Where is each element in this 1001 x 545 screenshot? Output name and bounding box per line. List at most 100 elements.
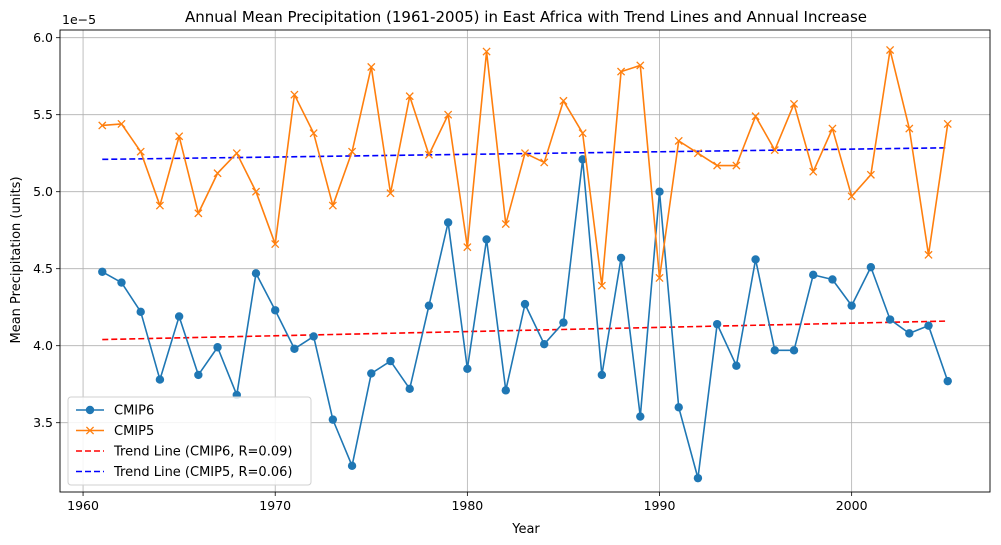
- data-point: [251, 269, 261, 278]
- data-point: [213, 343, 222, 352]
- data-point: [636, 412, 645, 421]
- data-point: [290, 344, 299, 353]
- data-point: [751, 112, 760, 121]
- data-point-stroke: [905, 124, 914, 133]
- chart-title: Annual Mean Precipitation (1961-2005) in…: [185, 8, 867, 26]
- data-point-stroke: [770, 146, 779, 155]
- x-tick-label: 2000: [836, 498, 868, 513]
- data-point: [789, 346, 799, 355]
- data-point-stroke: [617, 67, 626, 76]
- data-point-stroke: [213, 169, 222, 178]
- data-point: [463, 243, 472, 252]
- data-point: [674, 136, 683, 145]
- data-point-stroke: [136, 147, 145, 156]
- data-point: [943, 119, 952, 128]
- plot-frame: [59, 29, 991, 493]
- y-offset-label: 1e−5: [62, 12, 96, 27]
- data-point: [443, 218, 453, 227]
- data-point: [597, 370, 607, 380]
- legend-label: Trend Line (CMIP5, R=0.06): [113, 465, 292, 480]
- data-point: [578, 155, 587, 164]
- data-point: [770, 346, 779, 355]
- data-point: [885, 315, 895, 324]
- y-tick-label: 5.5: [33, 107, 53, 122]
- data-point: [559, 318, 568, 327]
- data-point: [194, 370, 203, 380]
- data-point-stroke: [290, 90, 299, 99]
- y-tick-label: 4.5: [33, 261, 53, 276]
- data-point-stroke: [674, 136, 683, 145]
- data-point: [540, 339, 549, 349]
- data-point: [367, 62, 376, 72]
- data-point: [732, 161, 741, 170]
- data-point: [405, 384, 414, 394]
- data-point: [789, 99, 799, 108]
- data-point: [117, 119, 126, 128]
- data-point-stroke: [713, 161, 722, 170]
- data-point: [809, 270, 818, 280]
- data-point-stroke: [271, 240, 280, 249]
- data-point: [540, 158, 549, 167]
- data-point: [693, 149, 702, 158]
- data-point: [847, 301, 856, 310]
- legend: CMIP6 CMIP5 Trend Line (CMIP6, R=0.09) Tren…: [67, 396, 312, 486]
- data-point: [117, 278, 126, 287]
- data-point-stroke: [424, 150, 433, 159]
- data-point: [309, 129, 318, 138]
- data-point-stroke: [655, 273, 664, 282]
- data-point-stroke: [540, 158, 549, 167]
- data-point: [328, 201, 337, 210]
- data-point: [520, 149, 530, 158]
- data-point: [597, 281, 606, 290]
- data-point: [213, 169, 222, 178]
- data-point: [424, 150, 433, 159]
- data-point: [616, 253, 626, 263]
- data-point-stroke: [463, 243, 472, 252]
- data-point-stroke: [520, 149, 530, 158]
- legend-box: [67, 396, 312, 486]
- data-point-stroke: [194, 209, 203, 218]
- data-point: [463, 364, 472, 373]
- data-point: [444, 110, 453, 119]
- data-point: [732, 361, 741, 370]
- data-point-stroke: [636, 61, 645, 70]
- data-point-stroke: [866, 170, 875, 179]
- data-point-stroke: [155, 201, 164, 210]
- data-point-stroke: [847, 192, 856, 201]
- data-point-stroke: [367, 62, 376, 72]
- data-point: [924, 250, 933, 259]
- data-point: [424, 301, 434, 310]
- legend-marker: [85, 405, 95, 415]
- y-tick-label: 3.5: [33, 415, 53, 430]
- x-tick-label: 1960: [67, 498, 99, 513]
- x-tick-label: 1970: [259, 498, 291, 513]
- data-point: [617, 67, 626, 76]
- data-point: [290, 90, 299, 99]
- data-point-stroke: [828, 124, 837, 133]
- data-point: [136, 307, 145, 317]
- x-axis-label: Year: [511, 522, 540, 537]
- data-point: [251, 187, 261, 196]
- data-point: [636, 61, 645, 70]
- data-point: [847, 192, 856, 201]
- data-point-stroke: [444, 110, 453, 119]
- legend-label: CMIP5: [114, 424, 154, 439]
- data-point: [194, 209, 203, 218]
- data-point: [98, 267, 107, 276]
- data-point-stroke: [251, 187, 261, 196]
- data-point: [482, 235, 491, 244]
- data-point-stroke: [348, 147, 357, 156]
- legend-label: Trend Line (CMIP6, R=0.09): [113, 445, 292, 460]
- data-point: [943, 376, 952, 386]
- data-point: [905, 329, 914, 338]
- data-point-stroke: [386, 189, 395, 198]
- data-point: [98, 121, 107, 130]
- data-point-stroke: [924, 250, 933, 259]
- data-point: [155, 375, 165, 384]
- data-point-stroke: [175, 132, 184, 141]
- legend-item: Trend Line (CMIP5, R=0.06): [76, 465, 292, 480]
- data-point: [655, 273, 664, 282]
- data-point-stroke: [751, 112, 760, 121]
- data-point: [271, 306, 280, 315]
